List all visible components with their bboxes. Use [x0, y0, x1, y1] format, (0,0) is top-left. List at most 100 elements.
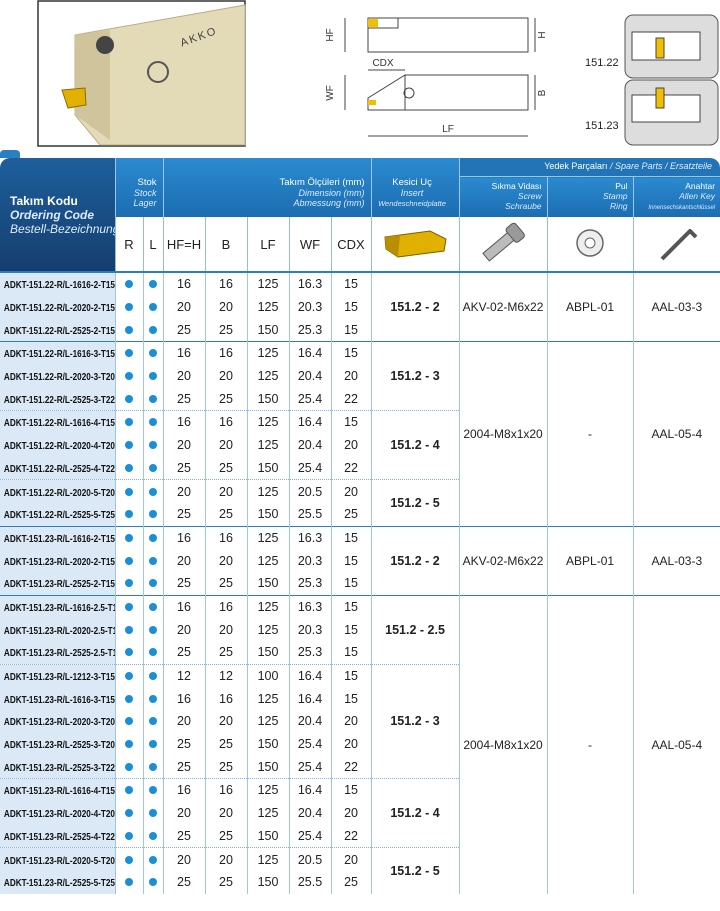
dimension-cell: 12	[162, 663, 205, 688]
table-row: ADKT-151.22-R/L-2020-4-T20 20 20 125 20.4 20	[0, 433, 720, 457]
dimension-cell: 25	[162, 456, 205, 480]
stock-dot	[149, 441, 157, 450]
dimension-cell: 15	[330, 295, 372, 319]
stock-dot	[149, 394, 157, 403]
table-row: ADKT-151.23-R/L-2525-4-T22 25 25 150 25.4 22	[0, 824, 720, 848]
ordering-code: ADKT-151.22-R/L-1616-3-T15	[3, 348, 115, 361]
dimension-cell: 150	[246, 824, 289, 848]
header-text: Innensechskantschlüssel	[648, 205, 716, 211]
header-text: / Ersatzteile	[665, 161, 713, 171]
ordering-code: ADKT-151.23-R/L-1616-2-T15	[3, 532, 115, 545]
dimension-cell: 22	[330, 387, 372, 411]
profile-insert	[655, 37, 665, 59]
dimension-cell: 125	[246, 801, 289, 825]
dimension-cell: 25	[162, 571, 205, 596]
key-cell: AAL-05-4	[632, 341, 720, 527]
dimension-cell: 15	[330, 341, 372, 365]
dimension-cell: 25	[204, 641, 247, 665]
stock-cell	[142, 479, 163, 503]
ordering-code: ADKT-151.22-R/L-1616-4-T15	[3, 417, 115, 430]
stock-cell	[114, 710, 143, 733]
table-row: ADKT-151.23-R/L-1616-3-T15 16 16 125 16.4 15	[0, 687, 720, 711]
dimension-cell: 20	[204, 710, 247, 733]
table-row: ADKT-151.23-R/L-2020-2.5-T15 20 20 125 20.3 1…	[0, 618, 720, 641]
ring-image	[546, 217, 634, 273]
ordering-code: ADKT-151.23-R/L-2525-2.5-T15	[3, 647, 115, 660]
dimension-cell: 16	[204, 594, 247, 619]
ordering-code: ADKT-151.23-R/L-2020-4-T20	[3, 808, 115, 821]
insert-cell: 151.2 - 5	[370, 847, 460, 894]
stock-dot	[149, 349, 157, 358]
ordering-code: ADKT-151.22-R/L-2020-4-T20	[3, 440, 115, 453]
header-text: Ring	[610, 201, 628, 211]
dimension-cell: 16.3	[288, 271, 331, 296]
table-row: ADKT-151.23-R/L-1616-4-T15 16 16 125 16.4 15 1…	[0, 778, 720, 848]
dimension-cell: 25	[204, 571, 247, 596]
stock-cell	[142, 456, 163, 480]
dimension-cell: 25	[204, 870, 247, 894]
stock-dot	[125, 463, 133, 472]
ordering-code: ADKT-151.23-R/L-1212-3-T15	[3, 671, 115, 684]
insert-header: Kesici Uç Insert Wendeschneidplatte	[370, 158, 460, 217]
header-text: Sıkma Vidası	[491, 181, 542, 191]
stock-cell	[114, 387, 143, 411]
stock-dot	[125, 740, 133, 749]
dimension-cell: 150	[246, 502, 289, 527]
dim-label: H	[537, 31, 548, 38]
dimension-cell: 20.4	[288, 433, 331, 457]
insert-cell: 151.2 - 3	[370, 663, 460, 779]
stock-dot	[125, 809, 133, 818]
key-icon	[660, 228, 698, 260]
dimension-cell: 16.4	[288, 663, 331, 688]
stock-dot	[125, 487, 133, 496]
dimension-cell: 16	[162, 594, 205, 619]
stock-dot	[125, 579, 133, 588]
screw-photo	[96, 36, 114, 54]
dimension-cell: 150	[246, 318, 289, 342]
dimension-cell: 25	[330, 870, 372, 894]
table-row: ADKT-151.23-R/L-2020-5-T20 20 20 125 20.5 20 1…	[0, 847, 720, 894]
stock-dot	[149, 280, 157, 289]
stock-dot	[125, 303, 133, 312]
dimension-cell: 16	[162, 341, 205, 365]
dimension-cell: 150	[246, 571, 289, 596]
dimension-cell: 125	[246, 410, 289, 434]
header-text: Screw	[517, 191, 542, 201]
dimension-cell: 20	[204, 801, 247, 825]
dimension-cell: 25	[204, 732, 247, 756]
stock-cell	[114, 618, 143, 641]
header-text: Yedek Parçaları	[544, 161, 608, 171]
dimension-cell: 25.4	[288, 824, 331, 848]
dim-label: LF	[442, 124, 454, 135]
stock-dot	[125, 325, 133, 334]
code-cell: ADKT-151.23-R/L-2020-2-T15	[0, 549, 115, 572]
key-cell: AAL-05-4	[632, 594, 720, 894]
stock-dot	[149, 809, 157, 818]
code-cell: ADKT-151.23-R/L-2525-5-T25	[0, 870, 115, 894]
dimension-cell: 16	[204, 778, 247, 802]
stock-cell	[142, 618, 163, 641]
dimension-cell: 16	[162, 778, 205, 802]
stock-cell	[142, 847, 163, 871]
screw-header: Sıkma Vidası Screw Schraube	[458, 176, 548, 217]
code-cell: ADKT-151.22-R/L-2525-3-T22	[0, 387, 115, 411]
dimension-cell: 20	[162, 479, 205, 503]
stock-dot	[149, 510, 157, 519]
dimension-cell: 20	[204, 847, 247, 871]
header-text: Takım Ölçüleri (mm)	[279, 177, 365, 188]
table-row: ADKT-151.22-R/L-2020-2-T15 20 20 125 20.3 15	[0, 295, 720, 319]
screw-icon	[482, 222, 525, 262]
ordering-code: ADKT-151.22-R/L-2525-4-T22	[3, 462, 115, 475]
dimension-cell: 125	[246, 594, 289, 619]
table-row: ADKT-151.22-R/L-2525-5-T25 25 25 150 25.5 25	[0, 502, 720, 527]
dimension-cell: 16	[204, 687, 247, 711]
stock-cell	[114, 456, 143, 480]
stock-dot	[125, 694, 133, 703]
insert-cell: 151.2 - 3	[370, 341, 460, 411]
stock-dot	[149, 579, 157, 588]
col-header: B	[204, 217, 247, 273]
dimension-cell: 25.5	[288, 870, 331, 894]
table-row: ADKT-151.22-R/L-1616-2-T15 16 16 125 16.3 15 1…	[0, 271, 720, 342]
screw-image	[458, 217, 548, 273]
drawing-screw	[403, 87, 415, 99]
